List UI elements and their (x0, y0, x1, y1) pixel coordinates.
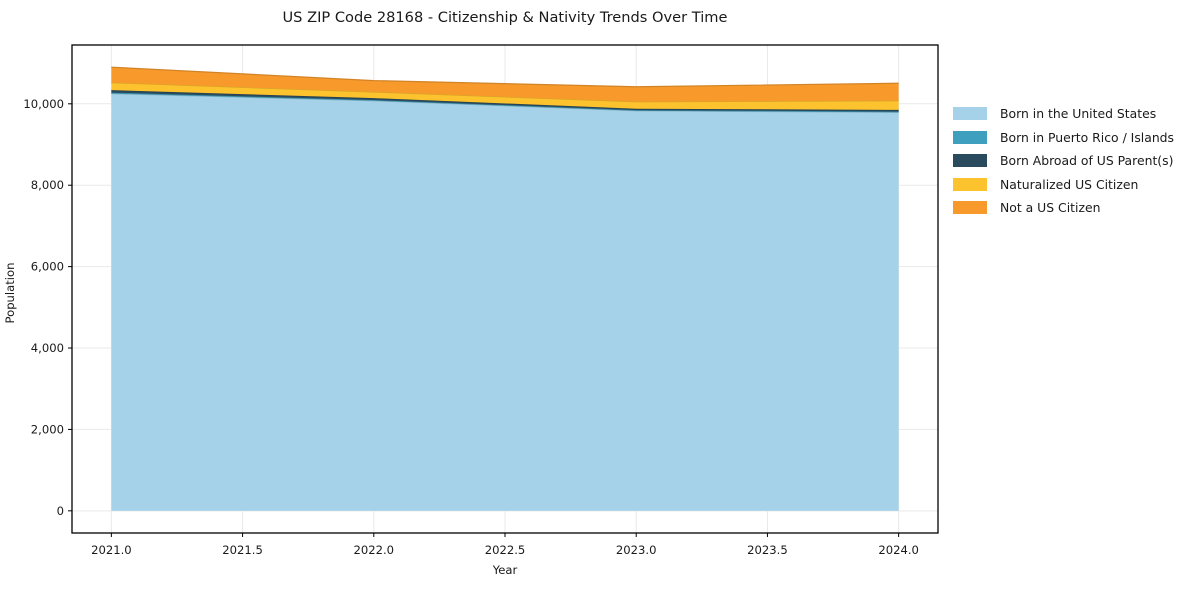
x-tick-label: 2023.5 (747, 543, 788, 557)
x-tick-label: 2022.0 (353, 543, 394, 557)
legend: Born in the United States Born in Puerto … (953, 106, 1175, 215)
y-tick-label: 8,000 (31, 178, 64, 192)
x-tick-label: 2023.0 (616, 543, 657, 557)
legend-item-not-a-us-citizen: Not a US Citizen (953, 200, 1174, 215)
legend-label: Not a US Citizen (1000, 200, 1101, 215)
y-tick-label: 4,000 (31, 341, 64, 355)
legend-item-born-in-the-united-states: Born in the United States (953, 106, 1174, 121)
edge-not-a-us-citizen (111, 66, 899, 88)
y-tick-label: 2,000 (31, 422, 64, 436)
legend-item-born-abroad-of-us-parent-s: Born Abroad of US Parent(s) (953, 153, 1174, 168)
legend-swatch-icon (953, 130, 987, 144)
x-tick-label: 2022.5 (485, 543, 526, 557)
x-tick-label: 2021.5 (222, 543, 263, 557)
legend-item-naturalized-us-citizen: Naturalized US Citizen (953, 176, 1174, 192)
y-tick-label: 0 (57, 504, 64, 518)
area-born-in-the-united-states (111, 93, 899, 511)
area-not-a-us-citizen (111, 67, 899, 102)
y-tick-label: 6,000 (31, 260, 64, 274)
plot-border (71, 44, 939, 534)
legend-label: Born in the United States (1000, 106, 1157, 121)
legend-swatch-icon (953, 201, 987, 214)
legend-label: Born in Puerto Rico / Islands (1000, 129, 1175, 145)
x-tick-label: 2024.0 (878, 543, 919, 557)
y-tick-label: 10,000 (23, 97, 64, 111)
legend-label: Naturalized US Citizen (1000, 176, 1139, 192)
legend-swatch-icon (953, 177, 987, 191)
legend-label: Born Abroad of US Parent(s) (1000, 153, 1174, 168)
legend-item-born-in-puerto-rico-islands: Born in Puerto Rico / Islands (953, 129, 1175, 145)
legend-swatch-icon (953, 154, 987, 167)
chart-title: US ZIP Code 28168 - Citizenship & Nativi… (282, 9, 728, 26)
legend-swatch-icon (953, 107, 987, 120)
x-axis-title: Year (492, 563, 518, 577)
x-tick-label: 2021.0 (91, 543, 132, 557)
area-naturalized-us-citizen (111, 82, 899, 110)
